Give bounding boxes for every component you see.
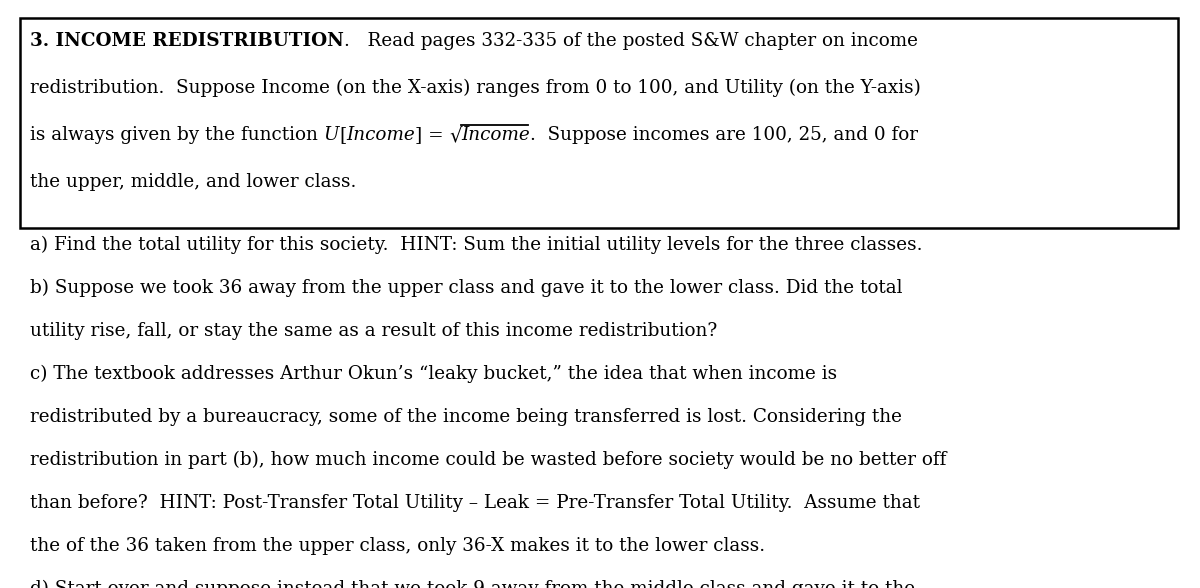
Text: a) Find the total utility for this society.  HINT: Sum the initial utility level: a) Find the total utility for this socie… [30, 236, 923, 254]
Text: redistribution in part (b), how much income could be wasted before society would: redistribution in part (b), how much inc… [30, 451, 947, 469]
Text: b) Suppose we took 36 away from the upper class and gave it to the lower class. : b) Suppose we took 36 away from the uppe… [30, 279, 902, 298]
Text: the upper, middle, and lower class.: the upper, middle, and lower class. [30, 173, 356, 191]
Text: Income: Income [347, 126, 415, 144]
Text: [: [ [340, 126, 347, 144]
Text: than before?  HINT: Post-Transfer Total Utility – Leak = Pre-Transfer Total Util: than before? HINT: Post-Transfer Total U… [30, 494, 920, 512]
Text: .   Read pages 332-335 of the posted S&W chapter on income: . Read pages 332-335 of the posted S&W c… [344, 32, 918, 50]
Text: utility rise, fall, or stay the same as a result of this income redistribution?: utility rise, fall, or stay the same as … [30, 322, 718, 340]
Text: redistribution.  Suppose Income (on the X-axis) ranges from 0 to 100, and Utilit: redistribution. Suppose Income (on the X… [30, 79, 920, 97]
Text: √: √ [450, 126, 462, 145]
Text: c) The textbook addresses Arthur Okun’s “leaky bucket,” the idea that when incom: c) The textbook addresses Arthur Okun’s … [30, 365, 838, 383]
Text: U: U [324, 126, 340, 144]
Bar [20, 18, 1178, 228]
Text: the of the 36 taken from the upper class, only 36-X makes it to the lower class.: the of the 36 taken from the upper class… [30, 537, 766, 555]
Text: Income: Income [461, 126, 530, 144]
Text: ] =: ] = [415, 126, 450, 144]
Text: d) Start over and suppose instead that we took 9 away from the middle class and : d) Start over and suppose instead that w… [30, 580, 916, 588]
Text: .  Suppose incomes are 100, 25, and 0 for: . Suppose incomes are 100, 25, and 0 for [530, 126, 918, 144]
Text: 3. INCOME REDISTRIBUTION: 3. INCOME REDISTRIBUTION [30, 32, 344, 50]
Text: is always given by the function: is always given by the function [30, 126, 324, 144]
Text: redistributed by a bureaucracy, some of the income being transferred is lost. Co: redistributed by a bureaucracy, some of … [30, 408, 902, 426]
